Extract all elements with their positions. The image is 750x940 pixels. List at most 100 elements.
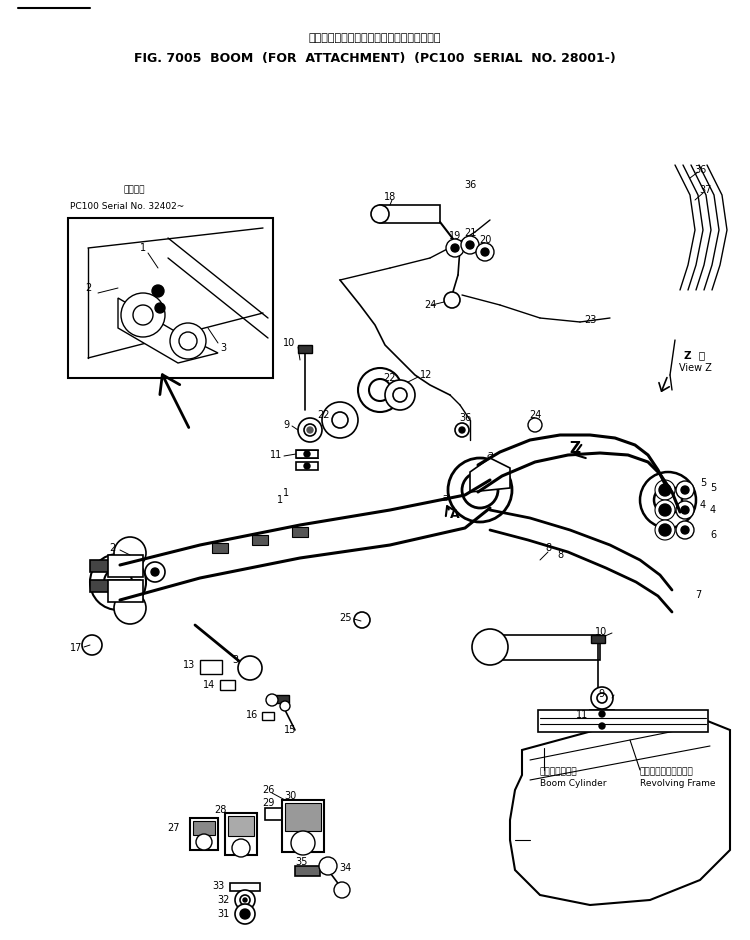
Text: 29: 29 xyxy=(262,798,274,808)
Circle shape xyxy=(232,839,250,857)
Circle shape xyxy=(385,380,415,410)
Text: 17: 17 xyxy=(70,643,82,653)
Circle shape xyxy=(354,612,370,628)
Circle shape xyxy=(369,379,391,401)
Text: 7: 7 xyxy=(694,590,701,600)
Text: 適用号機: 適用号機 xyxy=(123,185,145,195)
Circle shape xyxy=(322,402,358,438)
Text: 19: 19 xyxy=(448,231,461,241)
Circle shape xyxy=(459,427,465,433)
Circle shape xyxy=(266,694,278,706)
Bar xyxy=(262,712,274,720)
Circle shape xyxy=(304,463,310,469)
Circle shape xyxy=(476,243,494,261)
Text: 35: 35 xyxy=(296,857,308,867)
Circle shape xyxy=(446,239,464,257)
Text: 22: 22 xyxy=(317,410,330,420)
Text: 34: 34 xyxy=(339,863,351,873)
Text: ブームシリンダ: ブームシリンダ xyxy=(540,767,578,776)
Text: 23: 23 xyxy=(584,315,596,325)
Bar xyxy=(380,205,440,223)
Circle shape xyxy=(291,831,315,855)
Circle shape xyxy=(240,895,250,905)
Circle shape xyxy=(444,292,460,308)
Circle shape xyxy=(462,472,498,508)
Text: a: a xyxy=(442,493,448,503)
Circle shape xyxy=(599,723,605,729)
Text: 30: 30 xyxy=(284,791,296,801)
Text: Boom Cylinder: Boom Cylinder xyxy=(540,778,607,788)
Text: 12: 12 xyxy=(420,370,432,380)
Text: 14: 14 xyxy=(202,680,215,690)
Text: 6: 6 xyxy=(710,530,716,540)
Text: 36: 36 xyxy=(459,413,471,423)
Bar xyxy=(225,813,257,855)
Circle shape xyxy=(451,244,459,252)
Polygon shape xyxy=(470,458,510,492)
Bar xyxy=(296,450,318,458)
Circle shape xyxy=(114,537,146,569)
Bar xyxy=(190,818,218,850)
Text: FIG. 7005  BOOM  (FOR  ATTACHMENT)  (PC100  SERIAL  NO. 28001-): FIG. 7005 BOOM (FOR ATTACHMENT) (PC100 S… xyxy=(134,52,616,65)
Circle shape xyxy=(334,882,350,898)
Circle shape xyxy=(145,562,165,582)
Circle shape xyxy=(319,857,337,875)
Circle shape xyxy=(591,687,613,709)
Text: PC100 Serial No. 32402~: PC100 Serial No. 32402~ xyxy=(70,201,184,211)
Circle shape xyxy=(528,418,542,432)
Bar xyxy=(295,866,320,876)
Circle shape xyxy=(466,241,474,249)
Bar xyxy=(108,555,143,577)
Circle shape xyxy=(121,293,165,337)
Text: 9: 9 xyxy=(284,420,290,430)
Circle shape xyxy=(298,418,322,442)
Text: Z: Z xyxy=(569,441,580,456)
Circle shape xyxy=(179,332,197,350)
Polygon shape xyxy=(510,718,730,905)
Circle shape xyxy=(654,486,682,514)
Text: ブーム　アタッチメント用　　　　適用号機: ブーム アタッチメント用 適用号機 xyxy=(309,33,441,43)
Circle shape xyxy=(358,368,402,412)
Text: 11: 11 xyxy=(576,710,588,720)
Circle shape xyxy=(655,480,675,500)
Text: 24: 24 xyxy=(529,410,542,420)
Circle shape xyxy=(655,500,675,520)
Text: 31: 31 xyxy=(217,909,230,919)
Bar xyxy=(90,560,140,572)
Text: 3: 3 xyxy=(232,655,238,665)
Bar xyxy=(590,722,614,730)
Circle shape xyxy=(152,285,164,297)
Text: 28: 28 xyxy=(214,805,226,815)
Circle shape xyxy=(114,592,146,624)
Text: 10: 10 xyxy=(595,627,608,637)
Bar xyxy=(68,218,273,378)
Bar xyxy=(90,580,140,592)
Bar xyxy=(490,635,600,660)
Bar xyxy=(252,535,268,545)
Circle shape xyxy=(597,693,607,703)
Text: 33: 33 xyxy=(213,881,225,891)
Text: 20: 20 xyxy=(478,235,491,245)
Circle shape xyxy=(155,303,165,313)
Text: 36: 36 xyxy=(694,165,706,175)
Circle shape xyxy=(676,481,694,499)
Circle shape xyxy=(448,458,512,522)
Circle shape xyxy=(676,521,694,539)
Text: 13: 13 xyxy=(183,660,195,670)
Circle shape xyxy=(659,504,671,516)
Circle shape xyxy=(681,506,689,514)
Bar xyxy=(538,710,708,732)
Bar xyxy=(275,695,289,703)
Bar xyxy=(108,580,143,602)
Text: 32: 32 xyxy=(217,895,230,905)
Text: 5: 5 xyxy=(700,478,706,488)
Circle shape xyxy=(280,701,290,711)
Circle shape xyxy=(681,526,689,534)
Circle shape xyxy=(196,834,212,850)
Text: a: a xyxy=(487,450,494,460)
Circle shape xyxy=(90,554,146,610)
Text: View Z: View Z xyxy=(679,363,712,373)
Circle shape xyxy=(461,236,479,254)
Circle shape xyxy=(304,451,310,457)
Circle shape xyxy=(472,629,508,665)
